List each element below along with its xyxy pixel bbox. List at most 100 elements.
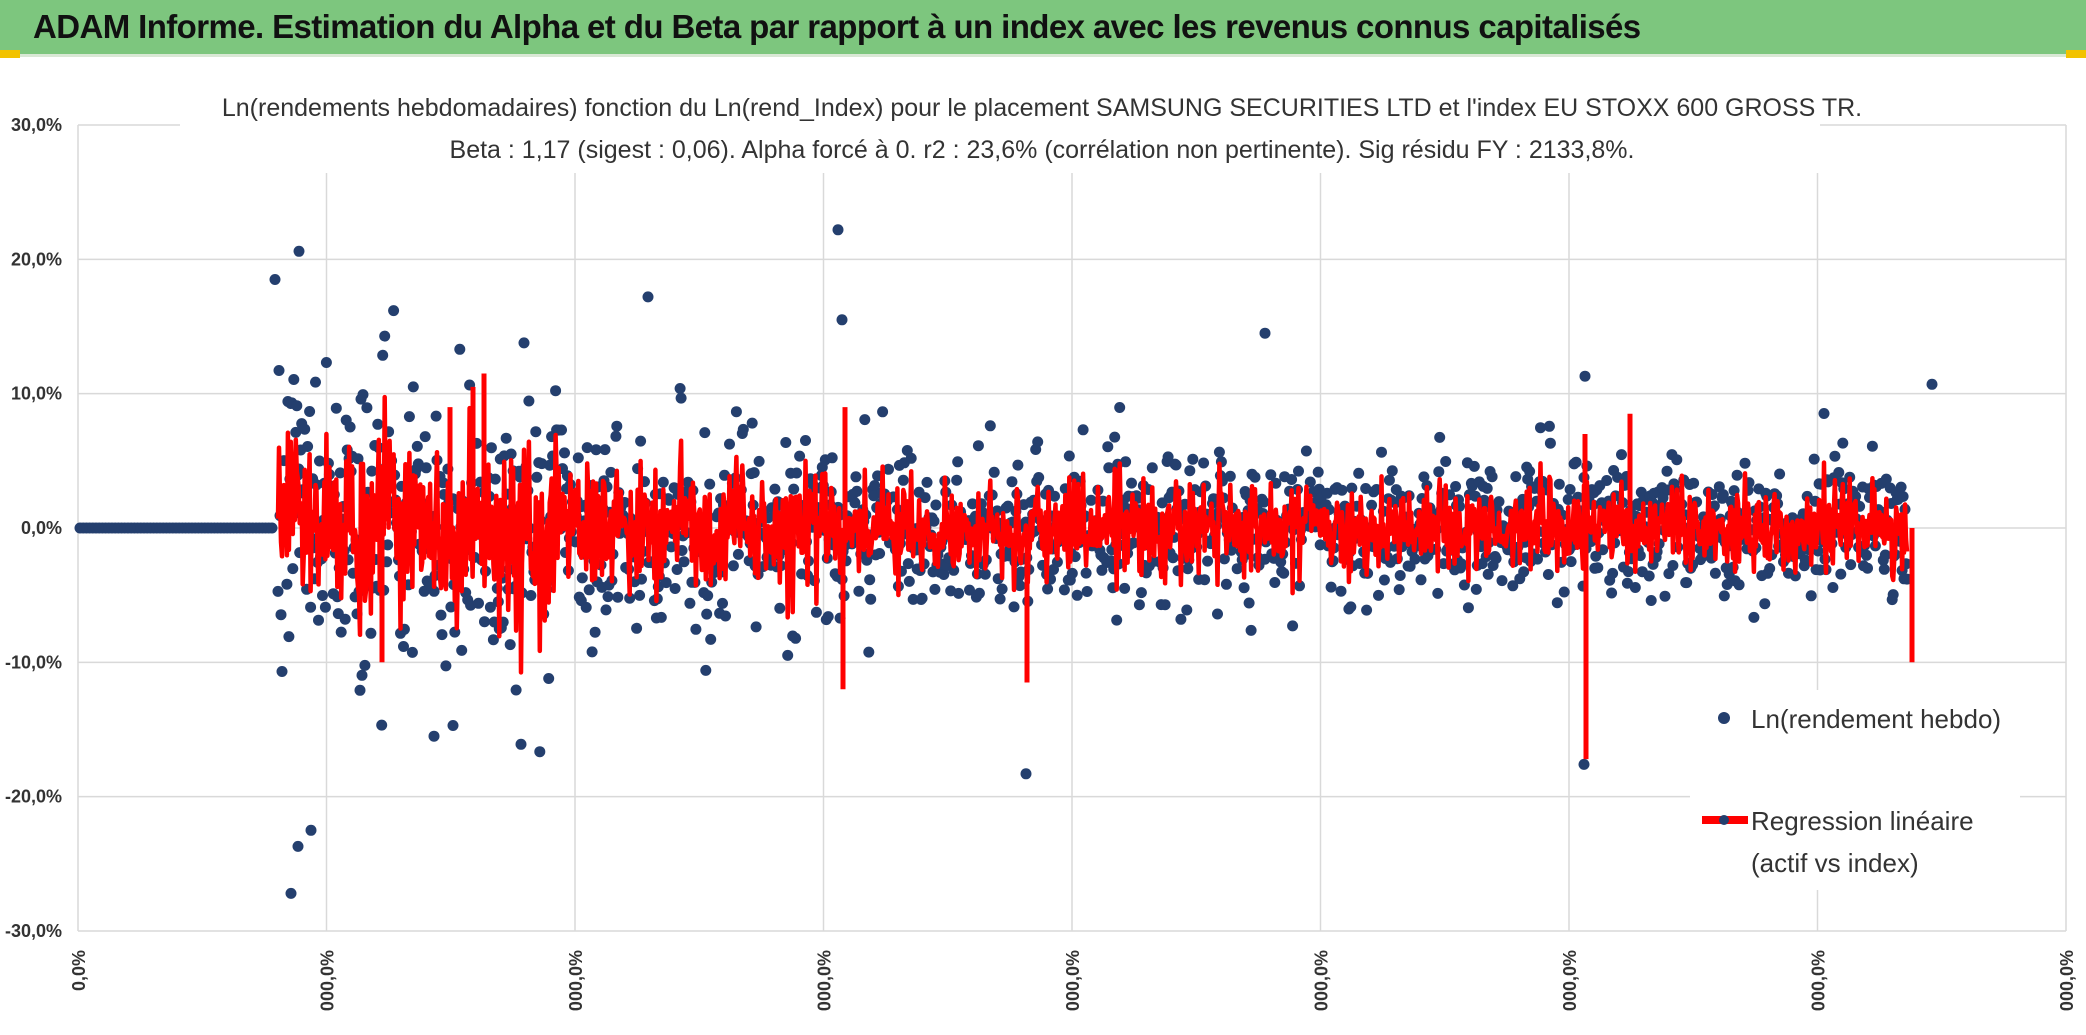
data-point: [359, 659, 371, 671]
y-tick-label: 30,0%: [11, 115, 62, 135]
data-point: [1866, 440, 1878, 452]
data-point-extreme: [292, 840, 304, 852]
data-point: [288, 374, 300, 385]
data-point: [1361, 604, 1373, 616]
data-point: [1667, 560, 1679, 571]
data-point: [732, 548, 744, 560]
data-point: [1470, 583, 1482, 595]
data-point: [1645, 595, 1657, 606]
data-point-extreme: [447, 720, 459, 731]
data-point: [1249, 471, 1261, 483]
data-point-extreme: [1926, 378, 1938, 390]
data-point: [1616, 449, 1627, 461]
data-point: [550, 385, 562, 397]
legend-marker-regression: [1719, 815, 1729, 825]
chart-title-line-1: Ln(rendements hebdomadaires) fonction du…: [222, 94, 1862, 122]
data-point: [330, 402, 342, 414]
data-point: [916, 592, 928, 604]
data-point: [1774, 468, 1786, 480]
data-point: [1258, 496, 1270, 508]
data-point: [794, 450, 806, 462]
data-point: [994, 593, 1006, 605]
data-point: [705, 633, 717, 645]
data-point: [377, 349, 389, 361]
data-point: [1629, 582, 1641, 593]
data-point: [1733, 579, 1745, 591]
data-point: [605, 466, 617, 478]
data-point: [1133, 599, 1145, 611]
data-point: [510, 684, 522, 696]
data-point: [1080, 567, 1092, 579]
data-point: [581, 442, 593, 454]
data-point: [1366, 499, 1378, 511]
data-point: [1286, 474, 1298, 485]
data-point: [600, 604, 612, 616]
data-point: [774, 602, 786, 614]
data-point: [1220, 578, 1232, 590]
data-point: [1135, 587, 1147, 599]
data-point: [1202, 555, 1214, 567]
data-point: [407, 381, 419, 393]
data-point: [1622, 566, 1634, 578]
data-point: [988, 466, 1000, 478]
data-point: [436, 629, 448, 641]
data-point: [1335, 585, 1347, 597]
data-point: [938, 569, 950, 580]
data-point: [610, 430, 622, 442]
data-point: [1109, 431, 1121, 443]
data-point: [919, 492, 931, 504]
data-point-extreme: [642, 291, 654, 303]
data-point: [266, 522, 278, 534]
data-point: [283, 631, 295, 643]
data-point: [748, 467, 760, 479]
data-point: [1032, 436, 1044, 448]
data-point-extreme: [836, 314, 848, 326]
data-point: [1878, 563, 1890, 575]
data-point: [675, 392, 687, 404]
data-point: [1085, 494, 1097, 506]
y-tick-label: 20,0%: [11, 249, 62, 269]
data-point: [1269, 577, 1281, 588]
data-point: [339, 613, 351, 625]
data-point: [1287, 620, 1299, 632]
data-point: [357, 389, 369, 401]
data-point: [1731, 469, 1743, 481]
data-point: [1238, 582, 1250, 594]
data-point: [737, 423, 749, 435]
data-point: [1294, 580, 1305, 592]
report-title: ADAM Informe. Estimation du Alpha et du …: [33, 8, 1641, 45]
data-point: [344, 421, 356, 433]
data-point: [1468, 460, 1480, 472]
data-point: [1128, 537, 1139, 549]
data-point: [1102, 441, 1114, 453]
data-point: [430, 410, 442, 422]
data-point: [631, 622, 643, 634]
data-point-extreme: [285, 887, 297, 899]
data-point: [905, 452, 917, 464]
data-point: [1278, 567, 1290, 579]
data-point: [1565, 556, 1577, 568]
data-point: [1378, 574, 1390, 586]
data-point: [877, 406, 889, 418]
data-point: [635, 435, 647, 447]
y-tick-label: -30,0%: [5, 921, 62, 941]
data-point: [1564, 484, 1576, 495]
data-point: [310, 376, 321, 388]
data-point: [948, 564, 960, 576]
data-point: [826, 452, 838, 464]
data-point: [1409, 553, 1421, 565]
data-point: [576, 572, 588, 584]
data-point: [1394, 570, 1406, 581]
data-point: [589, 626, 601, 638]
data-point: [419, 431, 431, 443]
data-point: [556, 424, 567, 436]
data-point: [361, 402, 373, 414]
data-point: [1066, 567, 1078, 579]
data-point-extreme: [269, 274, 281, 285]
data-point: [790, 632, 802, 644]
data-point: [1265, 469, 1277, 481]
x-tick-label: 000,0%: [1312, 950, 1332, 1011]
data-point: [1243, 597, 1255, 609]
data-point: [1827, 582, 1839, 593]
data-point: [972, 440, 984, 452]
